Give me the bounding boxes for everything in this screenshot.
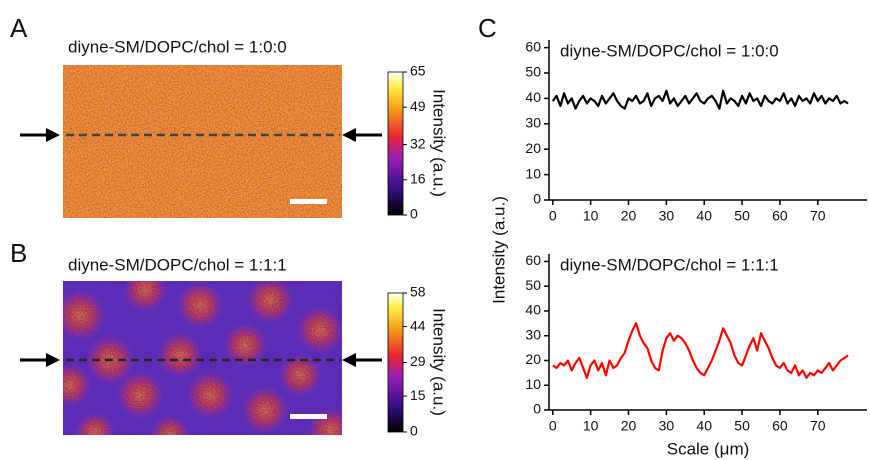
colorbar-tick-label: 29 bbox=[410, 353, 426, 369]
colorbar-tick-label: 32 bbox=[410, 135, 426, 151]
x-tick-label: 50 bbox=[734, 208, 750, 224]
colorbar-tick-label: 65 bbox=[410, 63, 426, 79]
colorbar-tick-label: 0 bbox=[410, 423, 418, 439]
colorbar bbox=[387, 71, 404, 216]
y-tick-label: 20 bbox=[525, 351, 541, 367]
panel-letter: A bbox=[10, 13, 28, 43]
x-tick-label: 20 bbox=[621, 208, 637, 224]
y-tick-label: 40 bbox=[525, 302, 541, 318]
y-tick-label: 30 bbox=[525, 326, 541, 342]
chart-title: diyne-SM/DOPC/chol = 1:1:1 bbox=[560, 255, 779, 274]
colorbar-tick-label: 0 bbox=[410, 206, 418, 222]
x-axis-label: Scale (μm) bbox=[667, 439, 750, 458]
colorbar-tick-label: 49 bbox=[410, 98, 426, 114]
image-b bbox=[63, 281, 342, 435]
scale-bar bbox=[290, 199, 327, 204]
x-tick-label: 60 bbox=[772, 208, 788, 224]
y-axis-label: Intensity (a.u.) bbox=[489, 196, 508, 304]
y-tick-label: 60 bbox=[525, 252, 541, 268]
y-tick-label: 10 bbox=[525, 165, 541, 181]
x-tick-label: 30 bbox=[659, 418, 675, 434]
panel-title: diyne-SM/DOPC/chol = 1:0:0 bbox=[68, 37, 287, 56]
colorbar-tick-label: 44 bbox=[410, 317, 426, 333]
x-tick-label: 50 bbox=[734, 418, 750, 434]
data-line bbox=[552, 322, 849, 379]
colorbar-label: Intensity (a.u.) bbox=[430, 308, 449, 416]
panel-letter: C bbox=[478, 13, 497, 43]
image-noise bbox=[63, 65, 342, 218]
x-tick-label: 10 bbox=[583, 418, 599, 434]
y-tick-label: 50 bbox=[525, 64, 541, 80]
x-tick-label: 30 bbox=[659, 208, 675, 224]
panel-title: diyne-SM/DOPC/chol = 1:1:1 bbox=[68, 255, 287, 274]
x-tick-label: 0 bbox=[549, 208, 557, 224]
chart-title: diyne-SM/DOPC/chol = 1:0:0 bbox=[560, 41, 779, 60]
x-tick-label: 60 bbox=[772, 418, 788, 434]
y-tick-label: 30 bbox=[525, 115, 541, 131]
x-tick-label: 40 bbox=[696, 208, 712, 224]
x-tick-label: 70 bbox=[810, 208, 826, 224]
x-tick-label: 70 bbox=[810, 418, 826, 434]
colorbar-label: Intensity (a.u.) bbox=[430, 89, 449, 197]
x-tick-label: 40 bbox=[696, 418, 712, 434]
y-tick-label: 60 bbox=[525, 38, 541, 54]
colorbar-tick-label: 16 bbox=[410, 171, 426, 187]
image-noise bbox=[63, 281, 342, 435]
colorbar-tick-label: 15 bbox=[410, 387, 426, 403]
y-tick-label: 50 bbox=[525, 277, 541, 293]
x-tick-label: 0 bbox=[549, 418, 557, 434]
colorbar bbox=[387, 292, 404, 433]
scale-bar bbox=[290, 414, 327, 419]
x-tick-label: 20 bbox=[621, 418, 637, 434]
panel-letter: B bbox=[10, 238, 27, 268]
y-tick-label: 40 bbox=[525, 89, 541, 105]
x-tick-label: 10 bbox=[583, 208, 599, 224]
y-tick-label: 0 bbox=[533, 401, 541, 417]
data-line bbox=[551, 89, 849, 110]
colorbar-tick-label: 58 bbox=[410, 284, 426, 300]
y-tick-label: 0 bbox=[533, 191, 541, 207]
arrows bbox=[20, 128, 382, 367]
y-tick-label: 10 bbox=[525, 376, 541, 392]
y-tick-label: 20 bbox=[525, 140, 541, 156]
